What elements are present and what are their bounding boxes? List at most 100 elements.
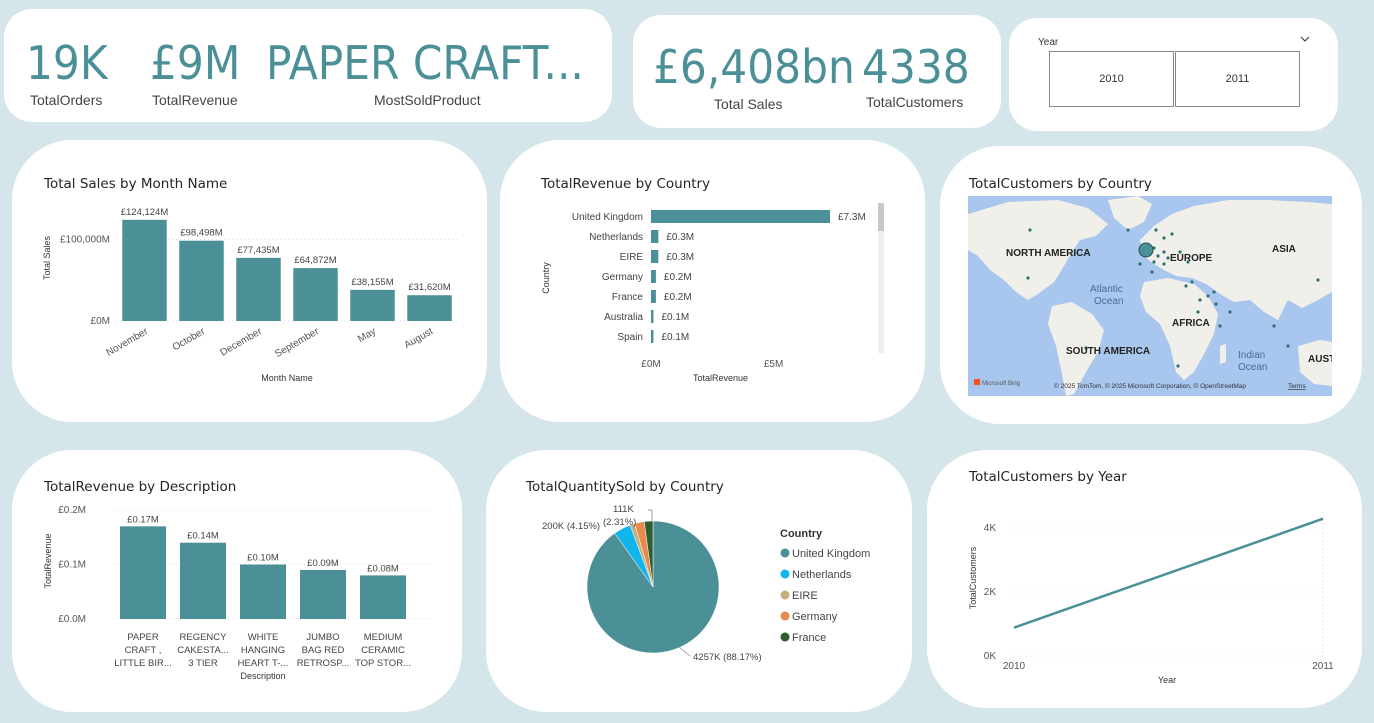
chevron-down-icon[interactable] <box>1299 34 1311 44</box>
label-europe: EUROPE <box>1170 253 1213 264</box>
customer-dot <box>1214 302 1218 306</box>
label-indian: Indian <box>1238 350 1265 361</box>
legend-marker <box>780 590 790 600</box>
x-tick-label: November <box>105 326 151 359</box>
customer-dot <box>1316 278 1320 282</box>
customer-dot <box>1212 290 1216 294</box>
data-label: £38,155M <box>351 277 393 288</box>
customer-dot <box>1162 236 1166 240</box>
bar <box>651 210 830 223</box>
legend-label: France <box>792 632 826 644</box>
y-axis-title: Total Sales <box>42 235 52 280</box>
x-tick-label: December <box>219 326 265 359</box>
x-tick-label: 3 TIER <box>188 658 218 669</box>
x-tick-label: CERAMIC <box>361 645 405 656</box>
label-atlantic-2: Ocean <box>1094 296 1123 307</box>
customer-dot <box>1162 250 1166 254</box>
x-axis-title: TotalRevenue <box>693 373 748 383</box>
land-eurasia <box>1140 200 1332 320</box>
label-africa: AFRICA <box>1172 318 1210 329</box>
customer-dot <box>1178 250 1182 254</box>
label-atlantic: Atlantic <box>1090 284 1123 295</box>
y-tick-label: Spain <box>617 332 643 343</box>
data-label: £0.2M <box>664 272 692 283</box>
total-orders-label: TotalOrders <box>30 92 103 108</box>
x-tick-label: WHITE <box>248 632 279 643</box>
legend-label: Germany <box>792 611 838 623</box>
x-tick-label: HEART T-... <box>238 658 289 669</box>
data-label: £0.17M <box>127 514 159 525</box>
x-axis-title: Year <box>1158 675 1176 685</box>
total-customers-label: TotalCustomers <box>866 94 964 110</box>
x-tick-label: CRAFT , <box>125 645 162 656</box>
data-label: £0.09M <box>307 558 339 569</box>
scrollbar-thumb[interactable] <box>878 203 884 231</box>
data-label: (2.31%) <box>603 517 636 528</box>
pie-slice <box>643 520 654 588</box>
series-line <box>1013 517 1324 629</box>
customer-dot <box>1156 254 1160 258</box>
data-label: £77,435M <box>237 245 279 256</box>
legend-marker <box>780 548 790 558</box>
x-tick-label: October <box>171 326 208 354</box>
most-sold-product-label: MostSoldProduct <box>374 92 481 108</box>
customers-by-year-card <box>927 450 1362 708</box>
customer-dot <box>1228 310 1232 314</box>
x-tick-label: RETROSP... <box>297 658 350 669</box>
customer-dot <box>1170 232 1174 236</box>
y-tick-label: £0.0M <box>58 614 86 625</box>
x-tick-label: £5M <box>764 359 783 370</box>
customer-dot <box>1138 262 1142 266</box>
customer-dot <box>1126 228 1130 232</box>
customer-dot <box>1218 324 1222 328</box>
bar <box>350 289 395 321</box>
bar <box>240 564 286 619</box>
revenue-by-country-chart: United Kingdom £7.3M Netherlands £0.3M EIRE £… <box>541 203 884 383</box>
label-asia: ASIA <box>1272 244 1296 255</box>
label-aust: AUST <box>1308 354 1332 365</box>
kpi-card-orders-revenue-product <box>4 9 612 122</box>
x-tick-label: 2011 <box>1312 661 1334 672</box>
data-label: 200K (4.15%) <box>542 521 600 532</box>
customer-dot <box>1176 364 1180 368</box>
land-madagascar <box>1220 344 1226 364</box>
x-tick-label: TOP STOR... <box>355 658 411 669</box>
x-axis-title: Month Name <box>261 373 313 383</box>
map-terms-link: Terms <box>1288 383 1306 390</box>
customers-world-map[interactable]: NORTH AMERICA EUROPE ASIA AFRICA SOUTH A… <box>968 196 1332 396</box>
y-axis-title: Country <box>541 262 551 294</box>
customer-dot <box>1150 270 1154 274</box>
customer-dot <box>1198 298 1202 302</box>
scrollbar-track <box>878 203 884 353</box>
year-option-2011[interactable]: 2011 <box>1175 51 1300 107</box>
bar <box>651 330 654 343</box>
y-tick-label: £0.1M <box>58 560 86 571</box>
bar <box>236 257 281 321</box>
customers-by-year-chart: 0K 2K 4K 2010 2011 Year TotalCustomers <box>968 512 1334 685</box>
data-label: £0.3M <box>666 252 694 263</box>
revenue-by-country-title: TotalRevenue by Country <box>541 176 711 192</box>
x-tick-label: CAKESTA... <box>177 645 229 656</box>
legend-marker <box>780 611 790 621</box>
data-label: £0.10M <box>247 553 279 564</box>
y-axis-title: TotalCustomers <box>968 546 978 609</box>
year-option-2010[interactable]: 2010 <box>1049 51 1174 107</box>
sales-by-month-title: Total Sales by Month Name <box>44 176 228 192</box>
customer-dot <box>1162 262 1166 266</box>
land-greenland <box>1108 196 1152 230</box>
bar <box>651 250 659 263</box>
customer-dot <box>1286 344 1290 348</box>
year-slicer-title: Year <box>1038 37 1059 48</box>
bar <box>407 295 452 321</box>
bar <box>300 569 346 619</box>
label-south-america: SOUTH AMERICA <box>1066 346 1150 357</box>
customer-dot <box>1084 346 1088 350</box>
customer-dot <box>1190 280 1194 284</box>
kpi-card-sales-customers <box>633 15 1001 128</box>
legend-label: Netherlands <box>792 569 852 581</box>
data-label: £124,124M <box>121 207 169 218</box>
bar <box>179 240 224 321</box>
data-label: £0.2M <box>664 292 692 303</box>
total-sales-value: £6,408bn <box>653 40 855 94</box>
x-tick-label: LITTLE BIR... <box>114 658 172 669</box>
